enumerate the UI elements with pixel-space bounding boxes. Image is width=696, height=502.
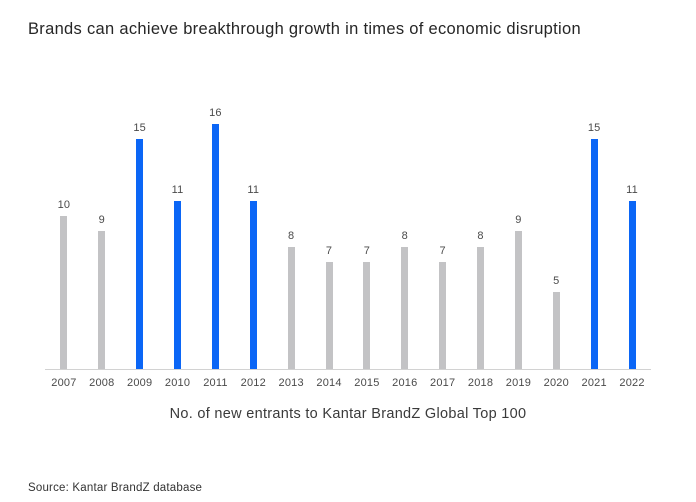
bar-highlighted: [174, 201, 182, 369]
bar-column: 15: [121, 122, 159, 369]
bar-column: 8: [272, 230, 310, 369]
x-tick-label: 2012: [240, 377, 266, 389]
bar-column: 11: [159, 184, 197, 369]
bar-column: 7: [424, 245, 462, 369]
x-tick-label: 2016: [392, 377, 418, 389]
bar-value-label: 10: [57, 199, 71, 211]
bar-value-label: 8: [477, 230, 484, 242]
bar-value-label: 15: [133, 122, 146, 134]
bar: [514, 231, 522, 369]
bar-column: 8: [386, 230, 424, 369]
bar-column: 11: [234, 184, 272, 369]
bar-value-label: 11: [247, 184, 260, 196]
bar-value-label: 16: [209, 107, 222, 119]
bar-highlighted: [590, 139, 598, 369]
bar: [401, 247, 409, 369]
bar-value-label: 9: [98, 214, 105, 226]
x-tick-label: 2010: [164, 377, 191, 389]
bar-column: 15: [575, 122, 613, 369]
x-tick-label: 2021: [581, 377, 607, 389]
bar: [477, 247, 485, 369]
x-axis: 2007 2008 2009 2010 2011 2012 2013 2014 2015 2016…: [45, 370, 651, 389]
x-tick-label: 2011: [203, 377, 228, 389]
bar-value-label: 8: [401, 230, 408, 242]
bar-column: 9: [500, 214, 538, 369]
x-tick-label: 2015: [354, 377, 380, 389]
bar-value-label: 11: [626, 184, 638, 196]
x-tick-label: 2018: [467, 377, 494, 389]
bar-value-label: 8: [288, 230, 295, 242]
bar: [552, 292, 560, 369]
bar-highlighted: [628, 201, 636, 369]
bar-column: 9: [83, 214, 121, 369]
bar-value-label: 7: [439, 245, 446, 257]
axis-caption: No. of new entrants to Kantar BrandZ Glo…: [169, 406, 527, 422]
bar-highlighted: [249, 201, 257, 369]
bar: [287, 247, 295, 369]
bar-column: 5: [537, 275, 575, 369]
bar-column: 8: [462, 230, 500, 369]
x-tick-label: 2022: [619, 377, 645, 389]
plot-area: 10 9 15 11 16 11 8 7 7 8 7 8 9 5 15 11: [45, 99, 651, 370]
bar-highlighted: [211, 124, 219, 369]
bar: [439, 262, 447, 369]
bar-value-label: 9: [515, 214, 522, 226]
bar: [325, 262, 333, 369]
x-tick-label: 2014: [316, 377, 342, 389]
bar-column: 7: [348, 245, 386, 369]
bar-column: 10: [45, 199, 83, 369]
bar: [98, 231, 106, 369]
bar-chart: 10 9 15 11 16 11 8 7 7 8 7 8 9 5 15 11 2007 2008 2009 2010…: [45, 99, 651, 422]
bar-column: 7: [310, 245, 348, 369]
bar-highlighted: [136, 139, 144, 369]
x-tick-label: 2008: [89, 377, 115, 389]
x-tick-label: 2007: [51, 377, 77, 389]
bar: [363, 262, 371, 369]
chart-title: Brands can achieve breakthrough growth i…: [28, 20, 581, 38]
bar-column: 16: [197, 107, 235, 369]
x-tick-label: 2019: [505, 377, 532, 389]
bar-value-label: 15: [587, 122, 601, 134]
bar-value-label: 5: [553, 275, 560, 287]
source-note: Source: Kantar BrandZ database: [28, 482, 203, 494]
bar-value-label: 7: [363, 245, 371, 257]
x-tick-label: 2009: [127, 377, 153, 389]
x-tick-label: 2017: [430, 377, 456, 389]
x-tick-label: 2013: [278, 377, 304, 389]
bar-value-label: 11: [171, 184, 184, 196]
bar-value-label: 7: [325, 245, 333, 257]
bar-column: 11: [613, 184, 651, 369]
x-tick-label: 2020: [543, 377, 569, 389]
bar: [60, 216, 68, 369]
